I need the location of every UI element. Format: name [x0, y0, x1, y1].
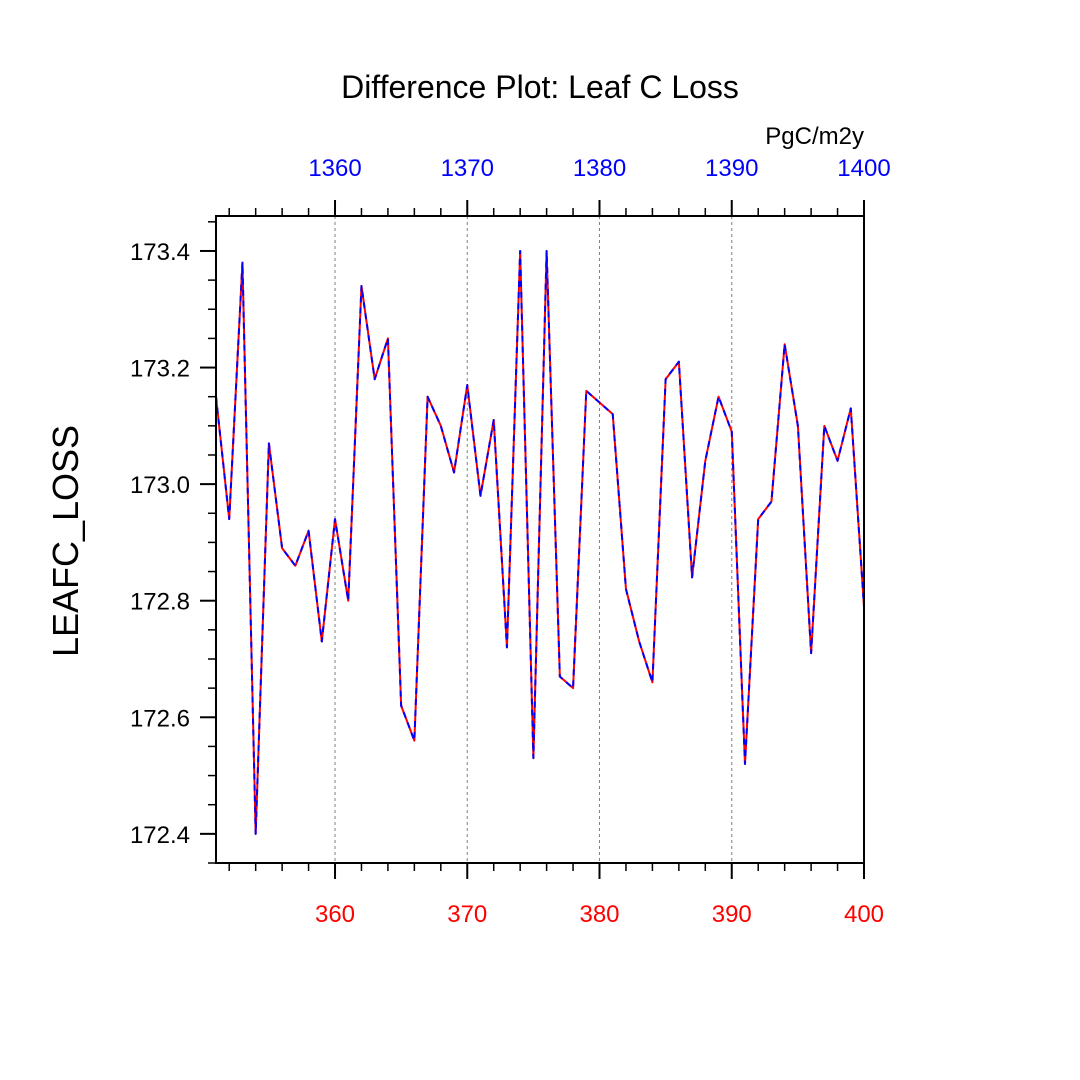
series-layer: [216, 249, 864, 835]
chart-title: Difference Plot: Leaf C Loss: [341, 69, 739, 105]
x-tick-label-bottom: 360: [315, 901, 355, 928]
tick-labels: 360 1360 370 1370 380 1380 390 1390 400 1400 172.4…: [130, 155, 891, 928]
y-tick-label: 173.4: [130, 239, 190, 266]
x-tick-label-top: 1360: [308, 155, 361, 182]
x-tick-label-bottom: 400: [844, 901, 884, 928]
plot-frame: [215, 215, 865, 864]
y-tick-label: 172.8: [130, 589, 190, 616]
x-tick-label-bottom: 370: [447, 901, 487, 928]
y-tick-label: 173.0: [130, 472, 190, 499]
axis-ticks: [200, 200, 865, 879]
series-line-blue: [216, 249, 864, 835]
y-tick-label: 172.4: [130, 822, 190, 849]
x-tick-label-bottom: 380: [579, 901, 619, 928]
x-tick-label-top: 1380: [573, 155, 626, 182]
x-tick-label-top: 1400: [837, 155, 890, 182]
x-tick-label-top: 1370: [441, 155, 494, 182]
x-tick-label-top: 1390: [705, 155, 758, 182]
units-label: PgC/m2y: [765, 123, 864, 150]
y-tick-label: 173.2: [130, 356, 190, 383]
x-tick-label-bottom: 390: [712, 901, 752, 928]
y-axis-label: LEAFC_LOSS: [45, 425, 86, 657]
y-tick-label: 172.6: [130, 705, 190, 732]
